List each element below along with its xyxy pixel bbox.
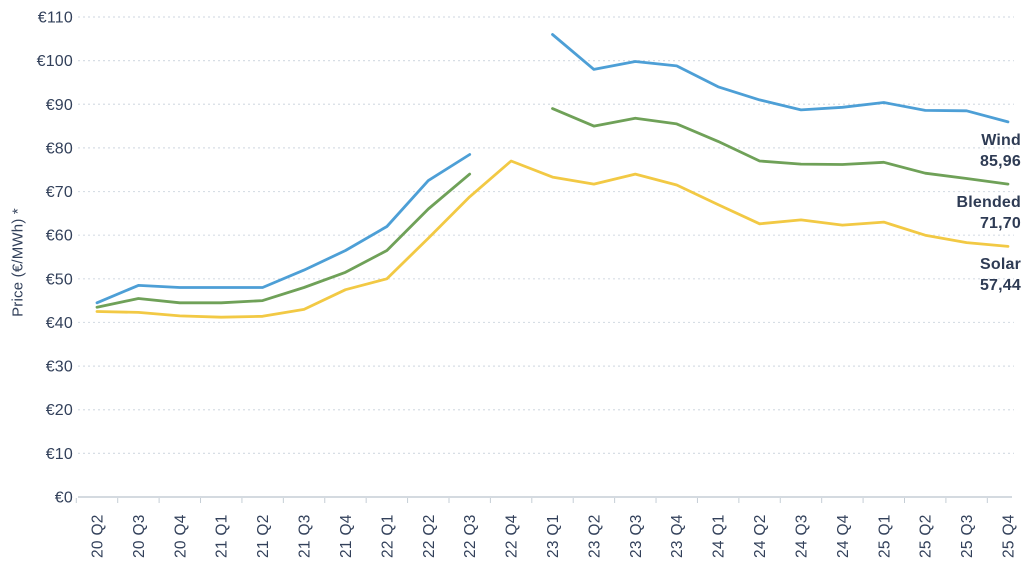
x-tick-label: 25 Q4 [1001,514,1018,558]
wind-series-name: Wind [981,131,1021,149]
x-tick-label: 22 Q2 [421,514,438,558]
x-tick-label: 21 Q4 [338,514,355,558]
x-tick-label: 20 Q2 [90,514,107,558]
x-tick-label: 21 Q2 [255,514,272,558]
solar-line-end-label: Solar 57,44 [980,254,1021,296]
y-tick-label: €110 [38,10,73,27]
y-tick-label: €60 [46,228,73,245]
y-tick-label: €100 [37,53,73,70]
x-tick-label: 25 Q2 [918,514,935,558]
x-tick-label: 20 Q4 [172,514,189,558]
x-tick-label: 23 Q4 [669,514,686,558]
x-tick-label: 24 Q4 [835,514,852,558]
blended-line-end-label: Blended 71,70 [956,192,1021,234]
wind-series-line [95,33,1010,305]
solar-end-value: 57,44 [979,277,1021,295]
x-tick-label: 21 Q3 [297,514,314,558]
x-tick-label: 23 Q3 [628,514,645,558]
blended-series-line [95,107,1010,309]
y-tick-label: €40 [46,315,73,332]
wind-end-value: 85,96 [979,152,1021,170]
y-tick-label: €90 [46,97,73,114]
y-tick-label: €70 [46,184,73,201]
y-tick-label: €10 [46,446,73,463]
y-tick-label: €0 [55,490,73,507]
x-tick-label: 22 Q4 [504,514,521,558]
wind-line-end-label: Wind 85,96 [980,130,1021,172]
x-tick-label: 21 Q1 [214,514,231,558]
x-tick-label: 24 Q3 [793,514,810,558]
y-tick-label: €30 [46,359,73,376]
x-tick-label: 23 Q1 [545,514,562,558]
blended-series-name: Blended [956,194,1021,212]
x-tick-label: 22 Q1 [379,514,396,558]
y-tick-label: €20 [46,402,73,419]
x-tick-label: 25 Q3 [959,514,976,558]
y-tick-label: €80 [46,140,73,157]
x-tick-label: 23 Q2 [586,514,603,558]
x-tick-label: 24 Q2 [752,514,769,558]
solar-series-name: Solar [979,256,1021,274]
blended-end-value: 71,70 [979,215,1021,233]
x-tick-label: 24 Q1 [711,514,728,558]
solar-series-line [95,159,1010,319]
x-tick-label: 20 Q3 [131,514,148,558]
x-tick-label: 22 Q3 [462,514,479,558]
x-tick-label: 25 Q1 [876,514,893,558]
y-tick-label: €50 [46,271,73,288]
